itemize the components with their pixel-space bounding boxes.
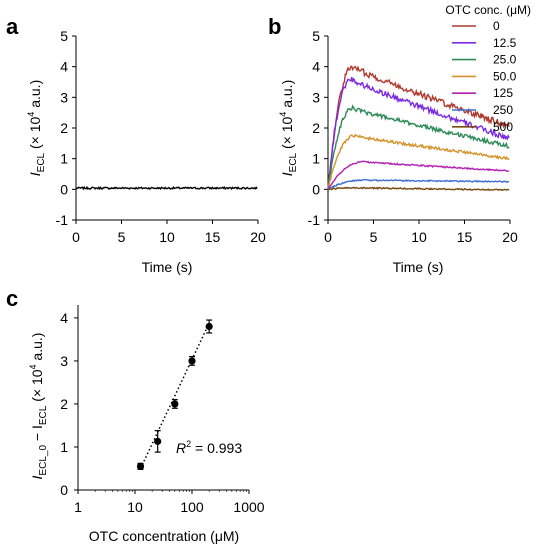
fit-line (139, 322, 210, 469)
x-tick-label-b: 15 (457, 229, 473, 245)
y-tick-label-a: 0 (60, 181, 68, 197)
legend-entry-500: 500 (493, 120, 513, 134)
legend: OTC conc. (μM) 0 12.5 25.0 50.0 125 250 500 (445, 3, 531, 134)
y-axis-label-b: IECL (× 104 a.u.) (278, 80, 299, 176)
y-tick-label-a: 3 (60, 89, 68, 105)
y-tick-label-a: 4 (60, 59, 68, 75)
y-tick-label-c: 1 (60, 439, 68, 455)
y-tick-label-a: 2 (60, 120, 68, 136)
legend-entry-0: 0 (493, 19, 500, 33)
series-line-50.0 (327, 133, 510, 190)
data-point (205, 322, 213, 331)
legend-entry-250: 250 (493, 103, 513, 117)
x-tick-label-c: 1000 (233, 499, 264, 515)
legend-entry-12.5: 12.5 (493, 36, 517, 50)
r-squared-annotation: R2 = 0.993 (176, 439, 242, 456)
legend-title: OTC conc. (μM) (445, 3, 531, 17)
panel-label-a: a (6, 14, 19, 39)
x-tick-label-a: 15 (205, 229, 221, 245)
series-line-125 (327, 160, 510, 190)
x-axis-label-c: OTC concentration (μM) (89, 528, 239, 544)
y-axis-label-a: IECL (× 104 a.u.) (26, 80, 47, 176)
y-tick-label-a: 1 (60, 151, 68, 167)
legend-entry-25.0: 25.0 (493, 53, 517, 67)
y-tick-label-c: 0 (60, 482, 68, 498)
series-line-500 (327, 186, 510, 192)
y-tick-label-b: 3 (312, 89, 320, 105)
x-tick-label-c: 100 (180, 499, 204, 515)
x-axis-label-a: Time (s) (142, 259, 193, 275)
x-tick-label-a: 10 (159, 229, 175, 245)
data-point (171, 400, 179, 408)
y-tick-label-b: 0 (312, 181, 320, 197)
y-tick-label-b: 5 (312, 28, 320, 44)
x-tick-label-a: 5 (118, 229, 126, 245)
legend-entry-125: 125 (493, 86, 513, 100)
y-tick-label-c: 3 (60, 353, 68, 369)
series-line-25.0 (327, 104, 510, 190)
y-tick-label-b: 4 (312, 59, 320, 75)
x-tick-label-a: 20 (250, 229, 266, 245)
x-tick-label-b: 0 (324, 229, 332, 245)
y-tick-label-b: 1 (312, 151, 320, 167)
x-tick-label-b: 20 (502, 229, 518, 245)
series-line-250 (327, 178, 510, 190)
y-tick-label-b: -1 (308, 212, 321, 228)
x-axis-label-b: Time (s) (393, 259, 444, 275)
y-tick-label-c: 2 (60, 396, 68, 412)
legend-entry-50.0: 50.0 (493, 69, 517, 83)
panel-label-c: c (6, 286, 18, 311)
y-axis-label-c: IECL_0 − IECL (× 104 a.u.) (28, 333, 49, 480)
series-line (75, 185, 258, 191)
series-line-12.5 (327, 77, 510, 190)
data-point (188, 357, 196, 365)
x-tick-label-b: 5 (370, 229, 378, 245)
data-point (154, 437, 162, 445)
series-line-0 (327, 65, 510, 190)
y-tick-label-a: -1 (56, 212, 69, 228)
x-tick-label-b: 10 (411, 229, 427, 245)
y-tick-label-a: 5 (60, 28, 68, 44)
x-tick-label-c: 10 (127, 499, 143, 515)
data-point (136, 462, 145, 470)
x-tick-label-a: 0 (72, 229, 80, 245)
x-tick-label-c: 1 (74, 499, 82, 515)
y-tick-label-c: 4 (60, 310, 68, 326)
panel-label-b: b (268, 14, 281, 39)
y-tick-label-b: 2 (312, 120, 320, 136)
